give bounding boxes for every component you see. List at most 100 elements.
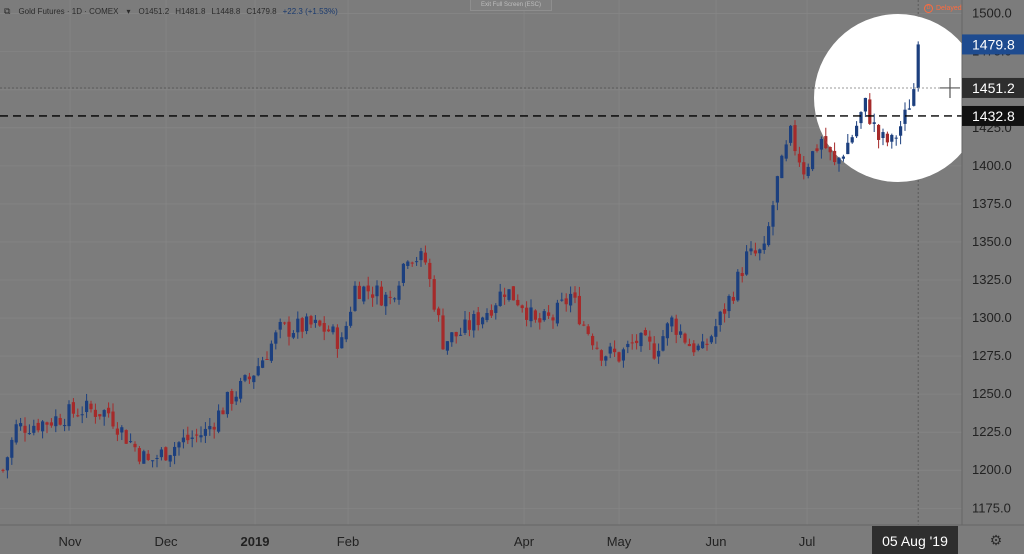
candle-body [278,321,282,330]
candle-body [626,343,630,348]
candle-body [230,390,234,404]
high-value: H1481.8 [175,6,206,16]
candle-body [335,327,339,349]
candle-body [824,136,828,149]
legend-icon[interactable]: ⧉ [4,5,11,16]
price-tick-label: 1175.0 [972,500,1011,515]
lens-candle-body [916,44,920,88]
lens-candle-body [903,109,907,124]
candle-body [740,273,744,276]
candle-body [129,441,133,443]
lens-candle-body [863,97,867,112]
candle-body [445,341,449,351]
candle-body [384,294,388,307]
price-tick-label: 1350.0 [972,234,1012,249]
candle-body [762,243,766,250]
candle-body [300,318,304,332]
candle-body [331,326,335,333]
candle-body [349,311,353,326]
candle-body [177,442,181,448]
time-axis: Nov Dec 2019 Feb Apr May Jun Jul [0,524,1024,554]
candle-body [621,349,625,361]
candle-body [10,439,14,458]
candle-body [437,308,441,316]
candle-body [168,455,172,462]
candle-body [111,411,115,427]
candle-body [736,271,740,301]
candle-body [19,423,23,427]
lens-candle-body [912,89,916,106]
candle-body [155,457,159,459]
lens-candle-body [907,108,911,110]
candle-body [379,286,383,306]
candle-body [309,316,313,325]
candle-body [674,318,678,335]
candle-body [775,176,779,203]
price-tick-label: 1500.0 [972,6,1012,21]
candle-body [630,342,634,344]
candle-body [454,331,458,337]
candle-body [423,252,427,263]
candle-body [243,375,247,381]
price-tick-label: 1275.0 [972,348,1012,363]
candle-body [780,155,784,179]
candle-body [481,317,485,325]
open-value: O1451.2 [138,6,170,16]
crosshair-date-text: 05 Aug '19 [882,533,948,549]
candle-body [591,335,595,346]
candle-body [520,305,524,309]
candle-body [340,337,344,349]
candle-body [27,433,31,435]
candle-body [718,311,722,326]
candle-body [107,407,111,414]
exit-fullscreen-button[interactable]: Exit Full Screen (ESC) [470,0,552,11]
candle-body [366,285,370,292]
candle-body [560,299,564,301]
candle-body [599,350,603,361]
chevron-down-icon[interactable]: ▾ [126,6,131,16]
candle-body [648,336,652,342]
symbol-label[interactable]: Gold Futures · 1D · COMEX [18,6,119,16]
delayed-badge: D Delayed [924,4,962,13]
price-tick-label: 1300.0 [972,310,1012,325]
candle-body [441,315,445,350]
candle-body [802,162,806,175]
candle-body [573,292,577,298]
candle-body [679,331,683,335]
candle-body [186,434,190,441]
lens-candle-body [868,99,872,124]
candle-body [652,343,656,359]
candle-body [410,262,414,264]
candle-body [516,299,520,306]
candle-body [687,344,691,347]
candle-body [371,294,375,298]
candle-body [551,317,555,321]
candle-body [195,434,199,436]
candle-body [555,302,559,324]
candle-body [23,425,27,433]
candle-body [533,310,537,320]
candle-body [494,305,498,313]
candle-body [797,153,801,163]
crosshair-price-tag [962,77,1024,98]
gear-icon[interactable]: ⚙ [989,532,1003,548]
candle-body [577,295,581,325]
candle-body [428,262,432,280]
candle-body [45,422,49,425]
candle-body [714,326,718,337]
candle-body [239,381,243,399]
candle-body [14,424,18,443]
candle-body [639,332,643,347]
lens-candle-body [899,126,903,136]
candle-body [617,352,621,362]
price-tick-label: 1325.0 [972,272,1012,287]
candle-body [806,166,810,176]
candle-body [357,285,361,300]
candle-body [93,409,97,417]
candle-body [146,453,150,460]
lens-candle-body [841,156,845,159]
candle-body [406,261,410,266]
candle-body [419,251,423,261]
candle-body [287,321,291,337]
